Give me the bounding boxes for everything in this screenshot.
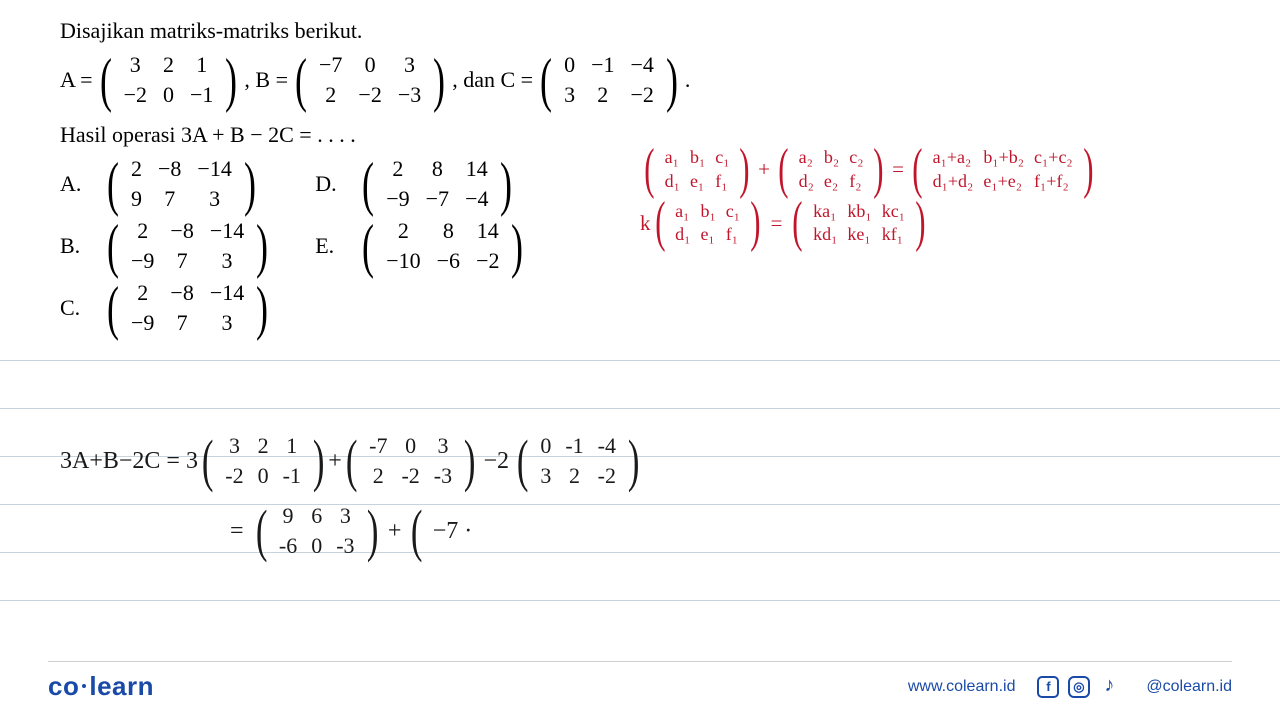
- tiktok-icon: ♪: [1098, 675, 1120, 697]
- option-C: C.(2−8−14−973): [60, 278, 275, 338]
- A-label: A =: [60, 67, 93, 93]
- matrix-B: (−7032−2−3): [291, 50, 449, 110]
- option-label: D.: [315, 171, 345, 197]
- footer-handle: @colearn.id: [1146, 678, 1232, 696]
- matrix-A: (321−20−1): [96, 50, 242, 110]
- option-label: A.: [60, 171, 90, 197]
- option-A: A.(2−8−14973): [60, 154, 275, 214]
- brand-logo: colearn: [48, 671, 154, 702]
- matrix-C: (0−1−432−2): [536, 50, 682, 110]
- option-E: E.(2814−10−6−2): [315, 216, 530, 276]
- option-label: E.: [315, 233, 345, 259]
- prompt-text: Disajikan matriks-matriks berikut.: [60, 18, 1220, 44]
- eq-tail: .: [685, 67, 691, 93]
- footer-url: www.colearn.id: [908, 678, 1016, 696]
- social-icons: f ◎ ♪: [1037, 675, 1124, 699]
- option-label: C.: [60, 295, 90, 321]
- instagram-icon: ◎: [1068, 676, 1090, 698]
- footer-divider: [48, 661, 1232, 662]
- question-text: Hasil operasi 3A + B − 2C = . . . .: [60, 122, 1220, 148]
- option-B: B.(2−8−14−973): [60, 216, 275, 276]
- handwritten-work: 3A+B−2C = 3 (321-20-1) + (-7032-2-3) −2 …: [60, 430, 643, 570]
- C-label: , dan C =: [452, 67, 533, 93]
- option-D: D.(2814−9−7−4): [315, 154, 530, 214]
- B-label: , B =: [244, 67, 288, 93]
- options: A.(2−8−14973)B.(2−8−14−973)C.(2−8−14−973…: [60, 154, 1220, 338]
- matrix-definitions: A = (321−20−1) , B = (−7032−2−3) , dan C…: [60, 50, 1220, 110]
- option-label: B.: [60, 233, 90, 259]
- facebook-icon: f: [1037, 676, 1059, 698]
